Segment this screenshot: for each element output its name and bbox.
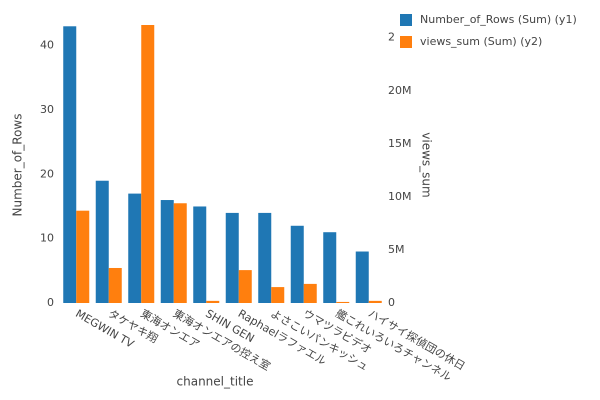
bar [258, 212, 272, 303]
bar [128, 193, 142, 303]
bar [95, 180, 109, 303]
bar [63, 26, 77, 303]
bar [290, 225, 304, 303]
y-tick-label: 0 [47, 296, 54, 309]
bar [336, 301, 350, 303]
bar [355, 251, 369, 303]
bar [225, 212, 239, 303]
y2-axis-title: views_sum [420, 132, 434, 197]
bar [368, 300, 382, 303]
legend-swatch [400, 36, 412, 48]
bar [323, 232, 337, 303]
y2-tick-label: 0 [388, 296, 395, 309]
y2-tick-label: 5M [388, 243, 405, 256]
bar [173, 203, 187, 303]
bar [108, 267, 122, 303]
y2-tick-label: 15M [388, 137, 412, 150]
bar [76, 210, 90, 303]
legend-label: Number_of_Rows (Sum) (y1) [420, 13, 577, 26]
bar [193, 206, 207, 303]
bar [206, 300, 220, 303]
y2-tick-label: 20M [388, 84, 412, 97]
y-axis-title: Number_of_Rows [11, 114, 25, 217]
legend-swatch [400, 14, 412, 26]
y2-tick-label: 10M [388, 190, 412, 203]
x-axis-title: channel_title [177, 375, 254, 389]
y2-tick-label: 2 [388, 31, 395, 44]
bar [303, 283, 317, 303]
y-tick-label: 30 [40, 103, 54, 116]
bar [271, 287, 285, 303]
y-tick-label: 40 [40, 39, 54, 52]
bar [160, 200, 174, 303]
legend-label: views_sum (Sum) (y2) [420, 35, 542, 48]
bar [141, 25, 155, 303]
bar [238, 270, 252, 303]
y-tick-label: 20 [40, 167, 54, 180]
y-tick-label: 10 [40, 232, 54, 245]
